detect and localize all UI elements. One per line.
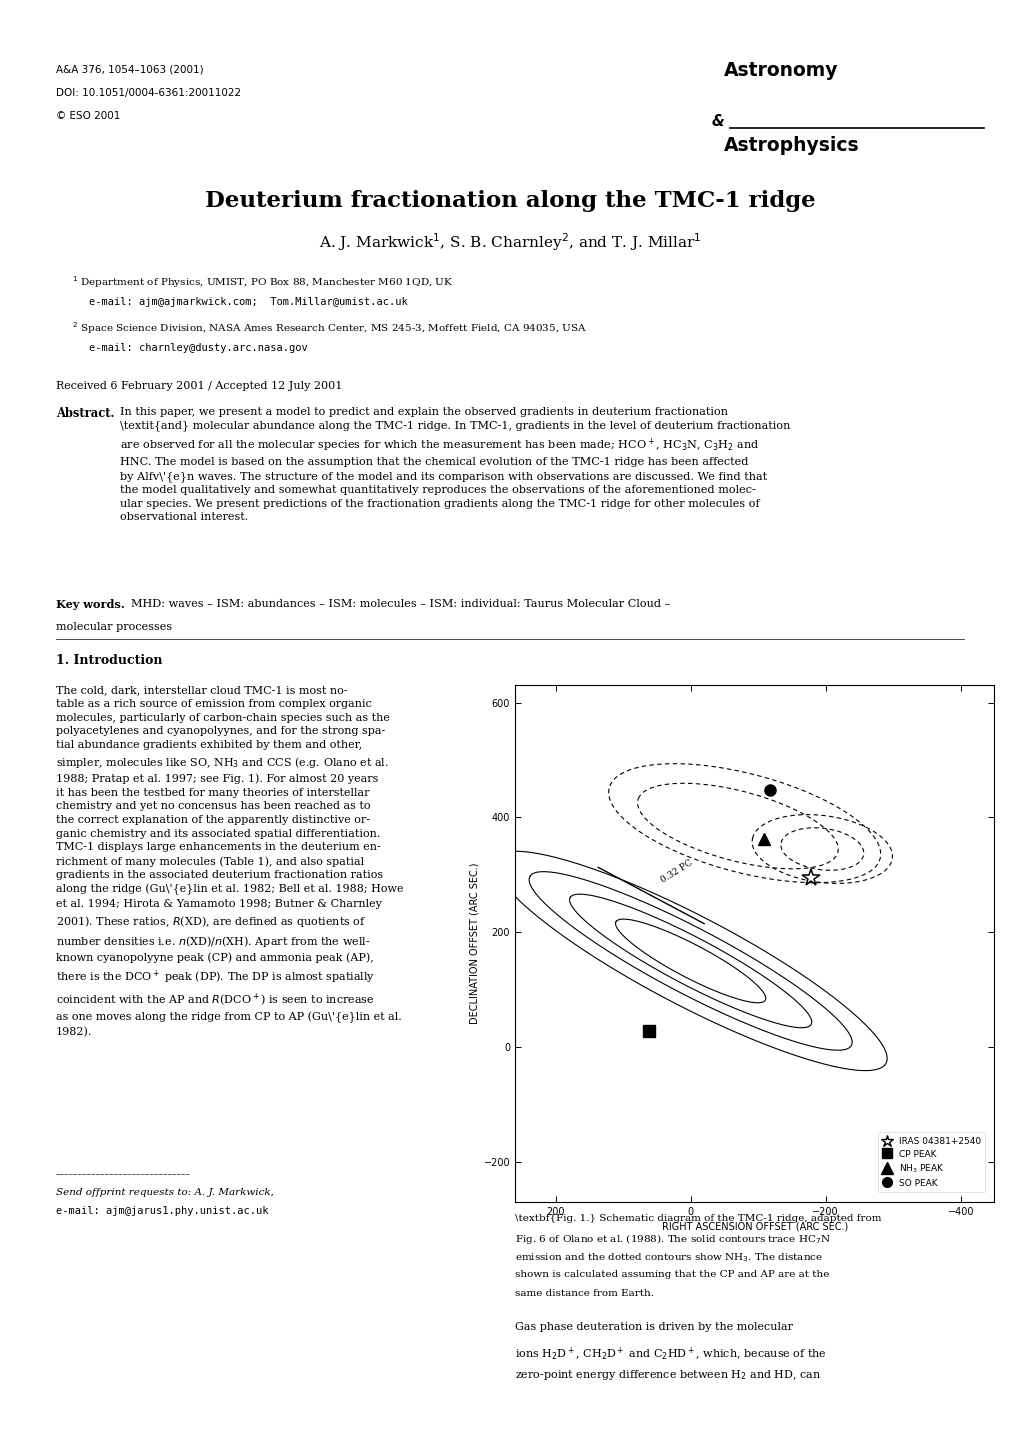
Legend: IRAS 04381+2540, CP PEAK, NH$_3$ PEAK, SO PEAK: IRAS 04381+2540, CP PEAK, NH$_3$ PEAK, S… bbox=[877, 1133, 984, 1192]
Text: 1. Introduction: 1. Introduction bbox=[56, 654, 162, 667]
X-axis label: RIGHT ASCENSION OFFSET (ARC SEC.): RIGHT ASCENSION OFFSET (ARC SEC.) bbox=[661, 1221, 847, 1231]
Text: same distance from Earth.: same distance from Earth. bbox=[515, 1289, 653, 1297]
Text: © ESO 2001: © ESO 2001 bbox=[56, 111, 120, 121]
Text: Deuterium fractionation along the TMC-1 ridge: Deuterium fractionation along the TMC-1 … bbox=[205, 190, 814, 212]
Text: molecular processes: molecular processes bbox=[56, 622, 172, 632]
Text: Astronomy: Astronomy bbox=[723, 61, 838, 79]
Text: $^2$ Space Science Division, NASA Ames Research Center, MS 245-3, Moffett Field,: $^2$ Space Science Division, NASA Ames R… bbox=[72, 320, 587, 336]
Text: ––––––––––––––––––––––––––––––: –––––––––––––––––––––––––––––– bbox=[56, 1170, 191, 1179]
Text: MHD: waves – ISM: abundances – ISM: molecules – ISM: individual: Taurus Molecula: MHD: waves – ISM: abundances – ISM: mole… bbox=[130, 599, 669, 609]
Text: $^1$ Department of Physics, UMIST, PO Box 88, Manchester M60 1QD, UK: $^1$ Department of Physics, UMIST, PO Bo… bbox=[72, 274, 453, 290]
Text: e-mail: ajm@jarus1.phy.unist.ac.uk: e-mail: ajm@jarus1.phy.unist.ac.uk bbox=[56, 1206, 268, 1216]
Y-axis label: DECLINATION OFFSET (ARC SEC.): DECLINATION OFFSET (ARC SEC.) bbox=[469, 863, 479, 1025]
Text: ions H$_2$D$^+$, CH$_2$D$^+$ and C$_2$HD$^+$, which, because of the: ions H$_2$D$^+$, CH$_2$D$^+$ and C$_2$HD… bbox=[515, 1345, 826, 1362]
Text: 0.32 PC: 0.32 PC bbox=[658, 859, 694, 885]
Text: shown is calculated assuming that the CP and AP are at the: shown is calculated assuming that the CP… bbox=[515, 1270, 828, 1278]
Text: DOI: 10.1051/0004-6361:20011022: DOI: 10.1051/0004-6361:20011022 bbox=[56, 88, 240, 98]
Text: A. J. Markwick$^1$, S. B. Charnley$^2$, and T. J. Millar$^1$: A. J. Markwick$^1$, S. B. Charnley$^2$, … bbox=[318, 231, 701, 253]
Text: Gas phase deuteration is driven by the molecular: Gas phase deuteration is driven by the m… bbox=[515, 1322, 793, 1332]
Text: Astrophysics: Astrophysics bbox=[723, 136, 859, 154]
Text: e-mail: charnley@dusty.arc.nasa.gov: e-mail: charnley@dusty.arc.nasa.gov bbox=[89, 343, 307, 354]
Text: Abstract.: Abstract. bbox=[56, 407, 114, 420]
Text: Key words.: Key words. bbox=[56, 599, 124, 610]
Text: A&A 376, 1054–1063 (2001): A&A 376, 1054–1063 (2001) bbox=[56, 65, 204, 75]
Text: zero-point energy difference between H$_2$ and HD, can: zero-point energy difference between H$_… bbox=[515, 1368, 820, 1382]
Text: Fig. 6 of Olano et al. (1988). The solid contours trace HC$_7$N: Fig. 6 of Olano et al. (1988). The solid… bbox=[515, 1232, 830, 1247]
Text: Send offprint requests to: A. J. Markwick,: Send offprint requests to: A. J. Markwic… bbox=[56, 1188, 274, 1196]
Text: &: & bbox=[711, 114, 723, 128]
Text: Received 6 February 2001 / Accepted 12 July 2001: Received 6 February 2001 / Accepted 12 J… bbox=[56, 381, 342, 391]
Text: In this paper, we present a model to predict and explain the observed gradients : In this paper, we present a model to pre… bbox=[120, 407, 790, 522]
Text: e-mail: ajm@ajmarkwick.com;  Tom.Millar@umist.ac.uk: e-mail: ajm@ajmarkwick.com; Tom.Millar@u… bbox=[89, 297, 408, 307]
Text: The cold, dark, interstellar cloud TMC-1 is most no-
table as a rich source of e: The cold, dark, interstellar cloud TMC-1… bbox=[56, 685, 404, 1038]
Text: \textbf{Fig. 1.} Schematic diagram of the TMC-1 ridge, adapted from: \textbf{Fig. 1.} Schematic diagram of th… bbox=[515, 1214, 880, 1222]
Text: emission and the dotted contours show NH$_3$. The distance: emission and the dotted contours show NH… bbox=[515, 1251, 822, 1264]
